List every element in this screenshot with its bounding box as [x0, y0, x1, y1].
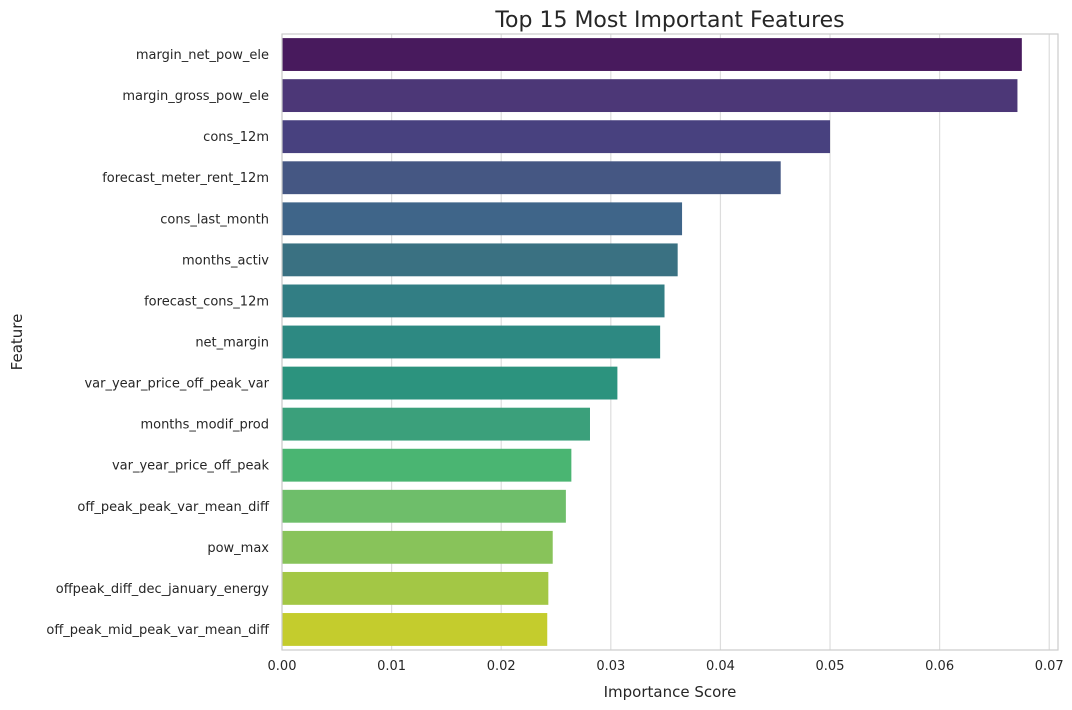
bar-off-peak-mid-peak-var-mean-diff	[282, 613, 548, 646]
y-tick-label: cons_last_month	[160, 212, 269, 227]
bar-offpeak-diff-dec-january-energy	[282, 571, 549, 605]
plot-frame	[281, 33, 1059, 651]
bar-cons-12m	[282, 120, 831, 154]
bar-months-activ	[282, 243, 678, 277]
bar-forecast-cons-12m	[282, 284, 665, 318]
y-tick-label: margin_gross_pow_ele	[122, 89, 269, 104]
x-tick-labels: 0.00 0.01 0.02 0.03 0.04 0.05 0.06 0.07	[268, 659, 1064, 674]
bar-net-margin	[282, 325, 661, 359]
y-tick-label: offpeak_diff_dec_january_energy	[56, 582, 270, 597]
bar-months-modif-prod	[282, 407, 590, 441]
x-tick-label: 0.03	[596, 659, 625, 674]
bar-var-year-price-off-peak	[282, 448, 572, 482]
y-tick-label: forecast_meter_rent_12m	[102, 171, 269, 186]
bar-pow-max	[282, 530, 553, 564]
bars	[282, 38, 1022, 646]
y-tick-labels: margin_net_pow_ele margin_gross_pow_eleco…	[46, 48, 270, 638]
y-tick-label: margin_net_pow_ele	[136, 48, 269, 63]
x-tick-label: 0.05	[816, 659, 845, 674]
y-tick-label: forecast_cons_12m	[144, 294, 269, 309]
y-tick-label: net_margin	[195, 336, 269, 351]
x-tick-label: 0.01	[377, 659, 406, 674]
y-tick-label: months_modif_prod	[140, 418, 269, 433]
y-tick-label: pow_max	[207, 541, 269, 556]
y-tick-label: months_activ	[182, 253, 269, 268]
chart-title: Top 15 Most Important Features	[494, 8, 844, 33]
y-tick-label: cons_12m	[203, 130, 269, 145]
bar-forecast-meter-rent-12m	[282, 161, 781, 195]
x-tick-label: 0.04	[706, 659, 735, 674]
x-axis-label: Importance Score	[604, 683, 737, 701]
y-axis-label: Feature	[8, 314, 26, 371]
bar-off-peak-peak-var-mean-diff	[282, 489, 566, 523]
x-tick-label: 0.07	[1035, 659, 1064, 674]
bar-var-year-price-off-peak-var	[282, 366, 618, 400]
x-tick-label: 0.02	[487, 659, 516, 674]
y-tick-label: var_year_price_off_peak	[112, 459, 269, 474]
bar-margin-net-pow-ele	[282, 38, 1022, 71]
y-tick-label: off_peak_mid_peak_var_mean_diff	[46, 623, 270, 638]
x-tick-label: 0.06	[925, 659, 954, 674]
bar-cons-last-month	[282, 202, 683, 236]
x-tick-label: 0.00	[268, 659, 297, 674]
bar-margin-gross-pow-ele	[282, 79, 1018, 113]
y-tick-label: var_year_price_off_peak_var	[84, 377, 269, 392]
y-tick-label: off_peak_peak_var_mean_diff	[77, 500, 270, 515]
